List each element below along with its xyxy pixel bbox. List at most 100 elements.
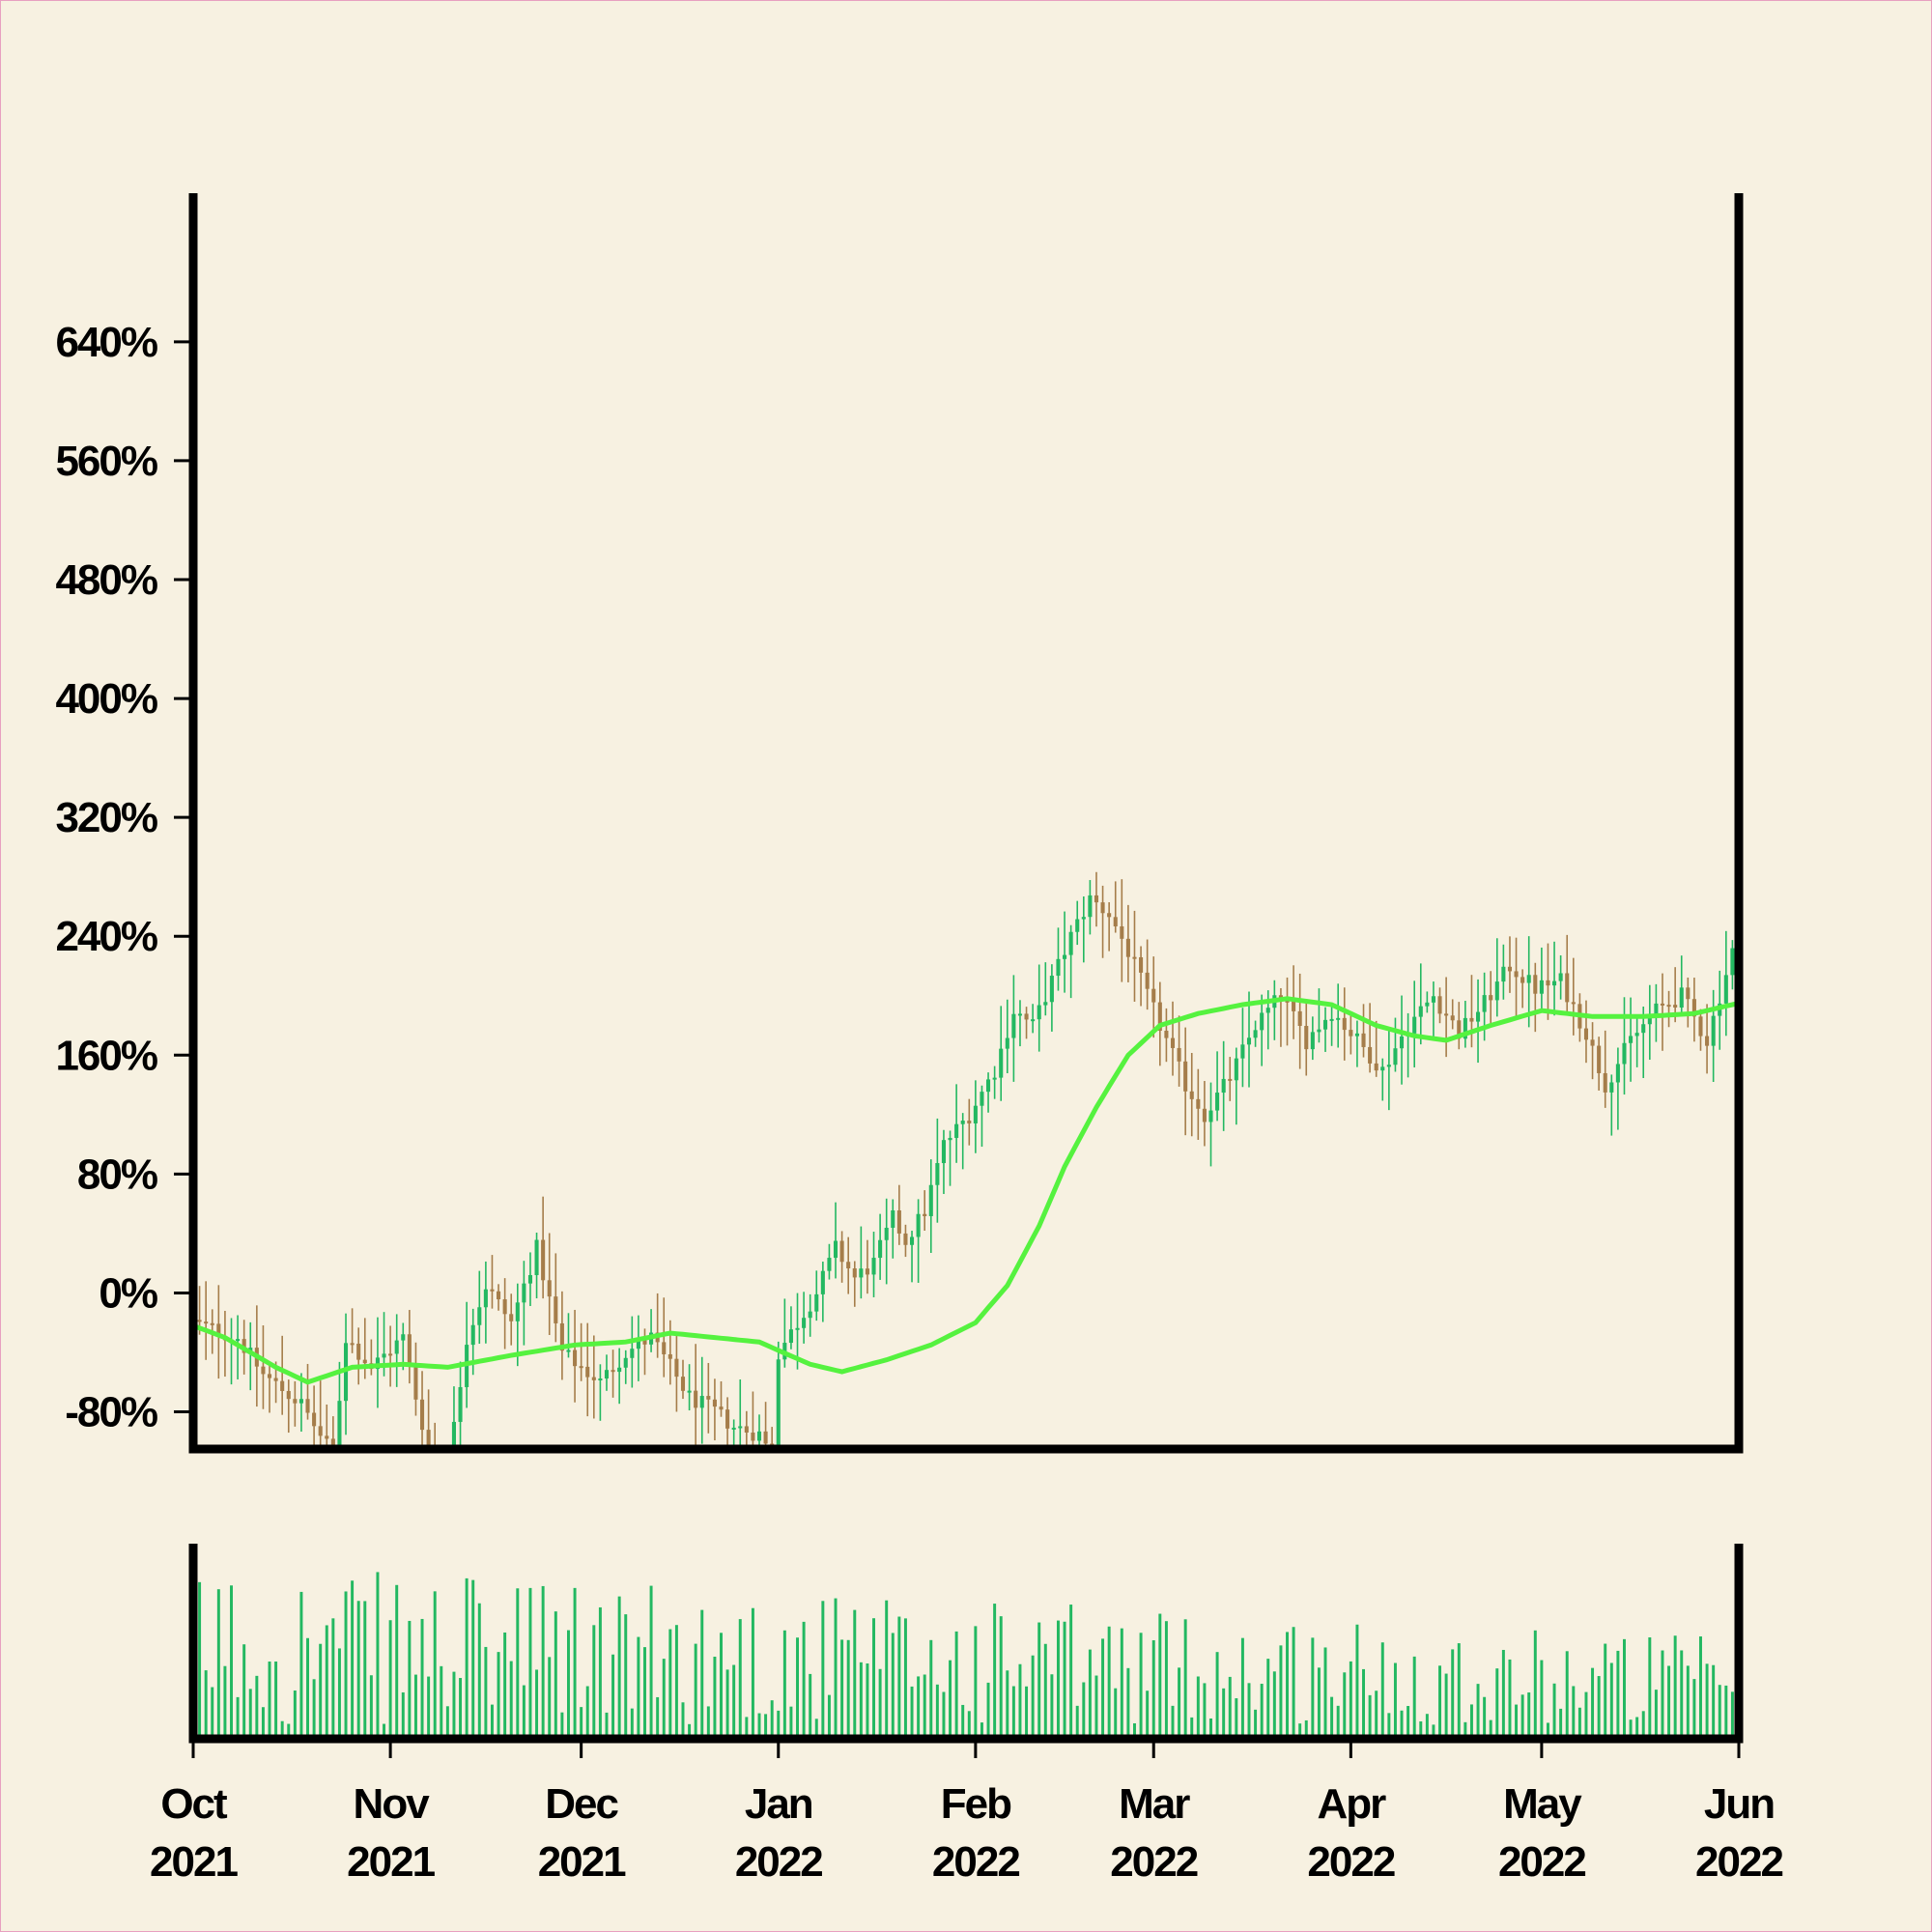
volume-bar — [732, 1664, 736, 1739]
volume-bar — [1680, 1650, 1684, 1739]
candle-body — [891, 1210, 895, 1228]
volume-bar — [280, 1720, 284, 1739]
volume-bar — [1235, 1698, 1238, 1739]
candle — [1647, 984, 1652, 1060]
candle-body — [1056, 958, 1061, 977]
volume-bar — [1730, 1691, 1734, 1739]
volume-bar — [1623, 1638, 1626, 1739]
candle-body — [1469, 1017, 1474, 1022]
candle-body — [1075, 919, 1080, 932]
candle — [1260, 994, 1264, 1066]
volume-bar — [1469, 1704, 1473, 1739]
candle-body — [591, 1377, 596, 1380]
volume-bar — [440, 1665, 443, 1739]
volume-bar — [490, 1704, 494, 1739]
candle-body — [1037, 1005, 1041, 1020]
volume-bar — [1355, 1624, 1359, 1739]
candle-body — [1698, 1016, 1703, 1037]
candle-body — [356, 1343, 361, 1360]
candle — [909, 1231, 915, 1283]
candle — [1349, 1012, 1353, 1055]
candle — [1514, 937, 1519, 1019]
x-tick-month-label: Apr — [1317, 1780, 1386, 1828]
candle — [534, 1232, 539, 1299]
candle — [1368, 1003, 1373, 1073]
candle — [1170, 1001, 1176, 1076]
candle-body — [1457, 1020, 1462, 1039]
candle-body — [312, 1412, 317, 1427]
volume-bar — [497, 1652, 500, 1739]
candle-body — [878, 1239, 883, 1259]
volume-bar — [528, 1587, 532, 1739]
volume-bar — [548, 1657, 552, 1739]
candle — [1056, 927, 1061, 991]
x-tick-year-label: 2022 — [1498, 1838, 1585, 1886]
candle-body — [1145, 972, 1150, 989]
candle-body — [1005, 1037, 1009, 1049]
candle — [992, 1065, 997, 1099]
volume-bar — [1368, 1694, 1372, 1739]
volume-bar — [325, 1625, 328, 1739]
volume-bar — [630, 1708, 634, 1739]
candle — [1208, 1082, 1213, 1167]
volume-bar — [560, 1712, 564, 1739]
volume-bar — [1222, 1688, 1226, 1739]
candle-body — [1322, 1019, 1328, 1030]
candle — [1469, 975, 1474, 1048]
candle — [1183, 1027, 1188, 1136]
candle-body — [1603, 1072, 1607, 1093]
volume-bar — [986, 1682, 990, 1739]
candle — [426, 1389, 431, 1449]
candle-body — [865, 1268, 869, 1275]
candle — [636, 1315, 640, 1381]
candle-body — [1418, 1006, 1423, 1017]
candle — [477, 1270, 482, 1345]
candle-body — [1546, 980, 1550, 986]
candle — [547, 1233, 552, 1336]
volume-bar — [1400, 1710, 1404, 1739]
candle — [1081, 895, 1086, 963]
volume-bar — [1432, 1724, 1435, 1739]
candle-body — [1482, 995, 1487, 1012]
candle — [1234, 1047, 1238, 1125]
volume-bar — [1107, 1626, 1111, 1739]
x-tick-month-label: Jan — [745, 1780, 812, 1828]
y-tick-label: 560% — [55, 438, 156, 485]
candle-body — [1063, 954, 1067, 959]
volume-bar — [1673, 1635, 1677, 1739]
volume-bars — [191, 1563, 1741, 1739]
candle-body — [1292, 1001, 1296, 1011]
candle-body — [1304, 1026, 1309, 1050]
volume-bar — [445, 1706, 449, 1739]
volume-bar — [554, 1611, 557, 1739]
candle-body — [1399, 1036, 1405, 1049]
candle — [350, 1308, 355, 1353]
volume-bar — [796, 1637, 799, 1739]
volume-bar — [1661, 1650, 1664, 1739]
candle — [413, 1342, 418, 1416]
candle — [1221, 1040, 1226, 1131]
candle — [541, 1196, 546, 1299]
candle — [1322, 1007, 1328, 1052]
candle-body — [1501, 966, 1506, 982]
volume-bar — [1362, 1668, 1366, 1739]
candle — [1571, 957, 1576, 1036]
volume-bar — [1171, 1705, 1175, 1739]
volume-bar — [1609, 1662, 1613, 1739]
candle — [1005, 999, 1009, 1074]
candle — [1507, 936, 1513, 993]
volume-bar — [1330, 1696, 1334, 1739]
candle-body — [1571, 1002, 1576, 1005]
x-tick-month-label: Oct — [160, 1780, 228, 1828]
candle — [566, 1313, 571, 1358]
candle — [1660, 973, 1665, 1051]
candle — [680, 1359, 686, 1400]
candle — [1629, 997, 1634, 1082]
candle-body — [1705, 1036, 1710, 1046]
candle-body — [559, 1322, 564, 1351]
candle-body — [808, 1311, 812, 1319]
volume-bar — [1272, 1671, 1276, 1739]
candle-body — [1068, 931, 1073, 955]
candle-body — [547, 1280, 552, 1297]
volume-bar — [611, 1654, 615, 1739]
